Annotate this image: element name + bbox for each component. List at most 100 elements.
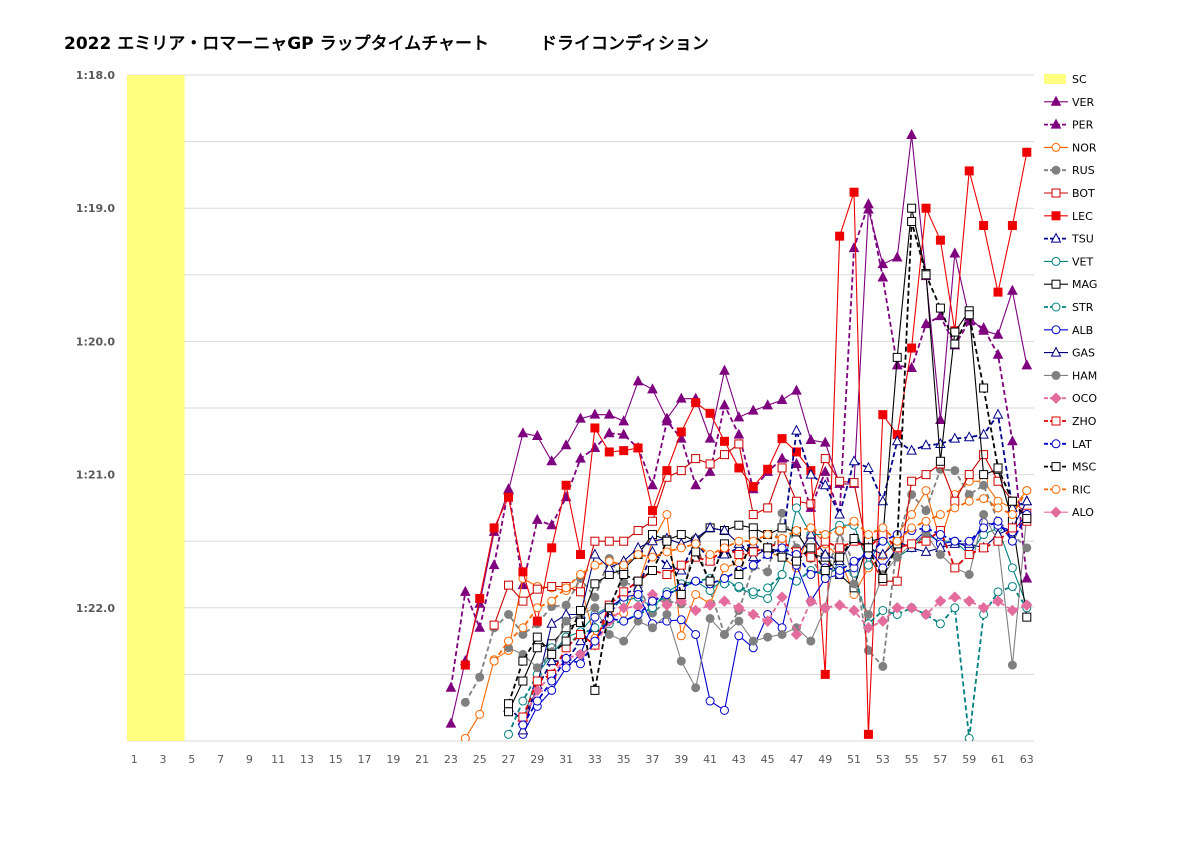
data-point (576, 550, 585, 560)
data-point (734, 536, 744, 546)
data-point (863, 543, 873, 553)
data-point (920, 608, 932, 621)
chart-title: 2022 エミリア・ロマーニャGP ラップタイムチャート ドライコンディション (64, 34, 709, 54)
legend-item-ham: HAM (1044, 369, 1097, 382)
data-point (849, 187, 859, 197)
data-point (805, 468, 817, 479)
data-point (504, 492, 514, 502)
data-point (532, 663, 542, 673)
data-point (676, 530, 686, 540)
data-point (805, 595, 817, 607)
data-point (1021, 599, 1033, 611)
data-point (1022, 543, 1032, 553)
legend-marker (1051, 302, 1061, 312)
data-point (979, 470, 989, 480)
data-point (518, 567, 528, 577)
data-point (718, 595, 731, 607)
y-tick-label: 1:20.0 (76, 335, 116, 348)
data-point (1007, 581, 1017, 591)
legend-marker (1051, 462, 1061, 472)
legend-label: TSU (1071, 233, 1094, 246)
legend-item-mag: MAG (1044, 278, 1097, 291)
x-tick-label: 37 (645, 753, 659, 766)
data-point (877, 271, 889, 282)
data-point (935, 303, 945, 313)
data-point (546, 617, 558, 628)
data-point (576, 659, 585, 669)
data-point (906, 444, 917, 455)
data-point (806, 523, 816, 533)
data-point (819, 465, 831, 476)
data-point (806, 499, 816, 509)
data-point (949, 432, 961, 443)
legend-label: LEC (1072, 210, 1093, 223)
data-point (891, 435, 903, 446)
x-tick-label: 17 (358, 753, 372, 766)
data-point (532, 643, 542, 653)
legend-marker (1051, 142, 1061, 152)
data-point (445, 681, 457, 692)
data-point (488, 559, 500, 570)
data-point (633, 550, 643, 560)
data-point (892, 352, 902, 362)
data-point (518, 656, 528, 666)
data-point (662, 609, 672, 619)
legend-label: BOT (1072, 187, 1095, 200)
data-point (575, 452, 586, 463)
data-point (1022, 486, 1032, 496)
series-line (493, 443, 1028, 626)
gridlines (127, 74, 1034, 742)
series-bot (489, 439, 1032, 630)
data-point (733, 411, 745, 422)
data-point (590, 685, 600, 695)
data-point (719, 563, 729, 573)
data-point (619, 570, 629, 579)
data-point (575, 412, 586, 423)
data-point (907, 217, 917, 227)
data-point (920, 545, 932, 556)
data-point (979, 510, 989, 520)
legend-item-alo: ALO (1044, 506, 1094, 519)
legend-marker (1050, 346, 1062, 357)
data-point (561, 600, 571, 610)
legend-item-zho: ZHO (1044, 415, 1097, 428)
data-point (763, 632, 773, 642)
data-point (504, 729, 514, 739)
data-point (763, 464, 773, 474)
x-tick-label: 23 (444, 753, 458, 766)
data-point (576, 587, 585, 597)
data-point (547, 596, 557, 606)
data-point (576, 570, 585, 579)
legend-label: SC (1072, 73, 1087, 86)
data-point (993, 503, 1003, 513)
legend-label: OCO (1072, 392, 1097, 405)
data-point (561, 663, 571, 673)
data-point (619, 636, 629, 646)
data-point (590, 579, 600, 589)
data-point (921, 536, 931, 546)
data-point (705, 459, 715, 469)
legend-item-str: STR (1044, 301, 1094, 314)
data-point (647, 479, 658, 490)
data-point (518, 623, 528, 633)
data-point (734, 550, 744, 560)
data-point (833, 599, 846, 611)
x-tick-label: 5 (188, 753, 195, 766)
data-point (1007, 510, 1017, 520)
series-line (464, 468, 1028, 703)
legend-item-gas: GAS (1044, 346, 1095, 360)
data-point (748, 560, 758, 570)
data-point (662, 536, 672, 546)
data-point (777, 543, 787, 553)
data-point (863, 530, 873, 540)
data-point (691, 454, 701, 464)
x-tick-label: 13 (300, 753, 314, 766)
data-point (806, 543, 816, 553)
data-point (763, 530, 773, 540)
data-point (647, 535, 658, 546)
data-point (950, 327, 960, 337)
data-point (892, 536, 902, 546)
series-nor (460, 476, 1032, 741)
data-point (964, 166, 974, 176)
data-point (633, 526, 643, 536)
